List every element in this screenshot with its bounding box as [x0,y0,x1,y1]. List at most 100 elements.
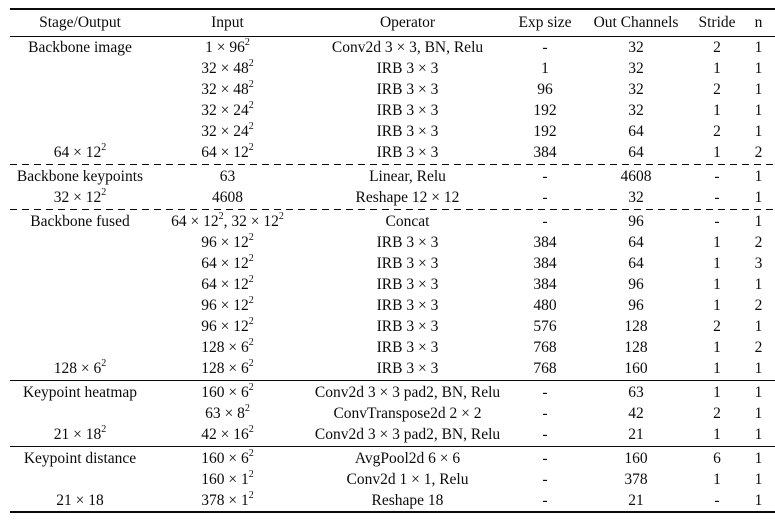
cell-exp-size: 192 [533,122,557,140]
cell-input: 128 × 62 [201,357,254,377]
col-header-input: Input [150,9,305,37]
cell-input: 63 [219,167,236,185]
cell-input: 96 × 122 [201,231,254,251]
cell-stage [10,403,150,424]
col-header-out-channels: Out Channels [580,9,692,37]
cell-stage: 64 × 122 [53,141,107,161]
cell-operator: Conv2d 3 × 3, BN, Relu [331,38,484,56]
cell-out-channels: 96 [628,275,644,293]
cell-exp-size: - [542,425,548,443]
cell-exp-size: 1 [541,59,549,77]
cell-out-channels: 378 [624,470,648,488]
cell-out-channels: 32 [628,188,644,206]
cell-stage [10,295,150,316]
cell-n: 1 [754,80,763,98]
cell-n: 1 [754,122,763,140]
cell-n: 2 [754,143,763,161]
cell-stride: 1 [713,338,721,356]
cell-n: 2 [754,296,763,314]
cell-n: 2 [754,233,763,251]
col-header-n: n [742,9,775,37]
cell-out-channels: 32 [628,80,644,98]
network-architecture-table: Stage/Output Input Operator Exp size Out… [10,8,775,513]
cell-operator: IRB 3 × 3 [376,143,439,161]
solid-rule [10,445,775,448]
col-header-stage-output: Stage/Output [10,9,150,37]
cell-operator: IRB 3 × 3 [376,122,439,140]
cell-operator: IRB 3 × 3 [376,101,439,119]
cell-exp-size: - [542,404,548,422]
dashed-rule [10,163,775,166]
cell-exp-size: 384 [533,275,557,293]
cell-input: 64 × 122 [201,273,254,293]
cell-operator: IRB 3 × 3 [376,338,439,356]
cell-n: 1 [754,38,763,56]
table-row: Backbone image 1 × 962 Conv2d 3 × 3, BN, R… [10,37,775,59]
cell-input: 64 × 122 [201,141,254,161]
cell-stage: 128 × 62 [53,357,107,377]
cell-out-channels: 42 [628,404,644,422]
header-row: Stage/Output Input Operator Exp size Out… [10,9,775,37]
table-row: 96 × 122 IRB 3 × 3 480 96 1 2 [10,295,775,316]
cell-exp-size: 384 [533,233,557,251]
table-body: Backbone image 1 × 962 Conv2d 3 × 3, BN, R… [10,37,775,513]
cell-exp-size: 384 [533,254,557,272]
table-row: 64 × 122 IRB 3 × 3 384 64 1 3 [10,253,775,274]
cell-out-channels: 4608 [620,167,652,185]
cell-exp-size: - [542,38,548,56]
cell-exp-size: - [542,188,548,206]
cell-stride: 2 [713,38,721,56]
cell-exp-size: 96 [537,80,553,98]
cell-stage [10,274,150,295]
cell-stride: 1 [713,59,721,77]
cell-out-channels: 128 [624,317,648,335]
cell-operator: Concat [385,212,430,230]
cell-stride: - [714,212,720,230]
table-row: 32 × 122 4608 Reshape 12 × 12 - 32 - 1 [10,187,775,208]
cell-exp-size: 480 [533,296,557,314]
cell-n: 1 [754,470,763,488]
cell-stride: 2 [713,122,721,140]
dashed-section-separator [10,163,775,166]
table-row: 21 × 182 42 × 162 Conv2d 3 × 3 pad2, BN, R… [10,424,775,445]
table-row: Keypoint distance 160 × 62 AvgPool2d 6 × 6… [10,448,775,469]
cell-out-channels: 63 [628,383,644,401]
cell-stage [10,232,150,253]
cell-out-channels: 32 [628,101,644,119]
cell-out-channels: 32 [628,38,644,56]
cell-n: 1 [754,275,763,293]
cell-stage: Backbone keypoints [16,167,144,185]
cell-exp-size: 768 [533,338,557,356]
cell-stage: 21 × 18 [56,491,104,509]
cell-exp-size: 384 [533,143,557,161]
cell-stage [10,337,150,358]
cell-n: 1 [754,317,763,335]
col-header-exp-size: Exp size [510,9,580,37]
cell-input: 64 × 122 [201,252,254,272]
cell-stage [10,58,150,79]
cell-input: 96 × 122 [201,294,254,314]
cell-operator: Linear, Relu [369,167,446,185]
cell-stage [10,100,150,121]
table-row: 21 × 18 378 × 12 Reshape 18 - 21 - 1 [10,490,775,512]
cell-operator: IRB 3 × 3 [376,254,439,272]
cell-stage [10,316,150,337]
table-row: Backbone keypoints 63 Linear, Relu - 4608 - 1 [10,166,775,187]
cell-input: 160 × 62 [201,447,254,467]
cell-out-channels: 64 [628,233,644,251]
cell-stride: - [714,491,720,509]
cell-stride: - [714,167,720,185]
cell-stride: - [714,188,720,206]
cell-stride: 2 [713,404,721,422]
cell-exp-size: - [542,212,548,230]
cell-stage [10,121,150,142]
col-header-stride: Stride [692,9,742,37]
cell-stride: 1 [713,275,721,293]
cell-out-channels: 21 [628,491,644,509]
cell-operator: ConvTranspose2d 2 × 2 [333,404,482,422]
cell-stride: 1 [713,101,721,119]
cell-stride: 1 [713,254,721,272]
cell-stride: 1 [713,359,721,377]
cell-operator: IRB 3 × 3 [376,275,439,293]
cell-stage: Keypoint distance [23,449,137,467]
